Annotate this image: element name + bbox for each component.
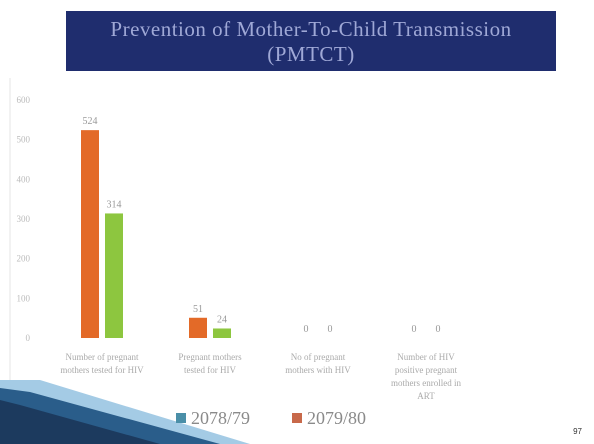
category-label: No of pregnant mothers with HIV bbox=[285, 352, 351, 375]
data-label: 0 bbox=[304, 324, 309, 335]
legend-label: 2078/79 bbox=[191, 408, 250, 428]
y-tick-label: 100 bbox=[17, 293, 31, 303]
data-label: 524 bbox=[83, 116, 98, 127]
legend-label: 2079/80 bbox=[307, 408, 366, 428]
corner-decoration bbox=[0, 380, 250, 444]
bar-2078-79 bbox=[189, 317, 207, 338]
data-label: 0 bbox=[412, 324, 417, 335]
data-label: 24 bbox=[217, 314, 227, 325]
y-tick-label: 300 bbox=[17, 214, 31, 224]
bar-2079-80 bbox=[213, 328, 231, 338]
legend-swatch bbox=[292, 413, 302, 423]
category-label: Number of HIV positive pregnant mothers en… bbox=[391, 352, 461, 401]
y-tick-label: 400 bbox=[17, 174, 31, 184]
y-tick-label: 500 bbox=[17, 135, 31, 145]
data-label: 0 bbox=[436, 324, 441, 335]
y-axis: 0 100 200 300 400 500 600 bbox=[17, 95, 31, 343]
category-label: Pregnant mothers tested for HIV bbox=[178, 352, 242, 375]
bar-2079-80 bbox=[105, 213, 123, 338]
y-tick-label: 0 bbox=[26, 333, 31, 343]
data-label: 314 bbox=[107, 199, 122, 210]
bar-2078-79 bbox=[81, 130, 99, 338]
legend: 2078/79 2079/80 bbox=[176, 408, 366, 428]
x-axis: Number of pregnant mothers tested for HIV… bbox=[60, 352, 461, 401]
category-label: Number of pregnant mothers tested for HIV bbox=[60, 352, 144, 375]
bars: 524 51 0 0 314 24 0 0 bbox=[81, 116, 441, 338]
y-tick-label: 600 bbox=[17, 95, 31, 105]
legend-swatch bbox=[176, 413, 186, 423]
data-label: 0 bbox=[328, 324, 333, 335]
data-label: 51 bbox=[193, 304, 203, 315]
page-number: 97 bbox=[573, 427, 582, 436]
y-tick-label: 200 bbox=[17, 254, 31, 264]
slide-title: Prevention of Mother-To-Child Transmissi… bbox=[66, 11, 556, 71]
